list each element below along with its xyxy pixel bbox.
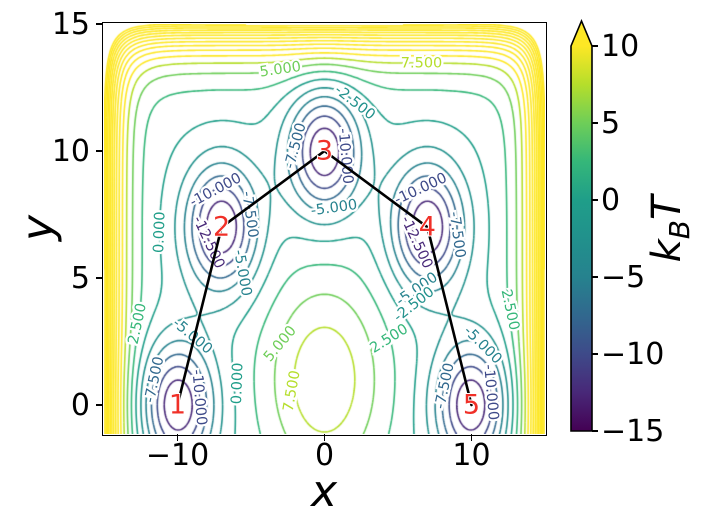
colorbar-gradient-arrow <box>570 19 593 432</box>
colorbar <box>570 19 593 432</box>
colorbar-tick <box>592 430 598 432</box>
colorbar-label: kBT <box>644 195 696 263</box>
colorbar-label-end: T <box>644 195 690 221</box>
x-tick <box>176 434 179 441</box>
colorbar-tick-label: 5 <box>601 106 621 141</box>
colorbar-tick <box>592 45 598 47</box>
y-tick <box>96 277 103 279</box>
x-tick <box>323 434 326 441</box>
x-tick-label: 0 <box>314 438 335 473</box>
colorbar-tick <box>592 199 598 201</box>
colorbar-tick-label: −10 <box>601 337 665 372</box>
colorbar-label-main: k <box>644 239 690 263</box>
x-tick-label: 10 <box>452 438 491 473</box>
colorbar-tick-label: −5 <box>601 260 646 295</box>
x-axis-label: x <box>310 466 338 517</box>
colorbar-tick <box>592 353 598 355</box>
y-axis-label: y <box>12 214 64 242</box>
colorbar-tick <box>592 276 598 278</box>
colorbar-tick-label: 0 <box>601 183 621 218</box>
colorbar-tick-label: 10 <box>601 29 640 64</box>
colorbar-tick-label: −15 <box>601 414 665 449</box>
y-tick-label: 5 <box>70 261 90 297</box>
y-tick <box>96 404 103 406</box>
colorbar-label-sub: B <box>663 220 696 240</box>
y-tick <box>96 150 103 152</box>
y-tick-label: 15 <box>51 7 90 42</box>
y-tick-label: 10 <box>51 134 90 169</box>
y-tick-label: 0 <box>70 388 90 424</box>
x-tick <box>470 434 473 441</box>
y-tick <box>96 23 103 25</box>
colorbar-tick <box>592 122 598 124</box>
x-tick-label: −10 <box>145 438 210 473</box>
contour-plot-canvas <box>104 24 545 434</box>
